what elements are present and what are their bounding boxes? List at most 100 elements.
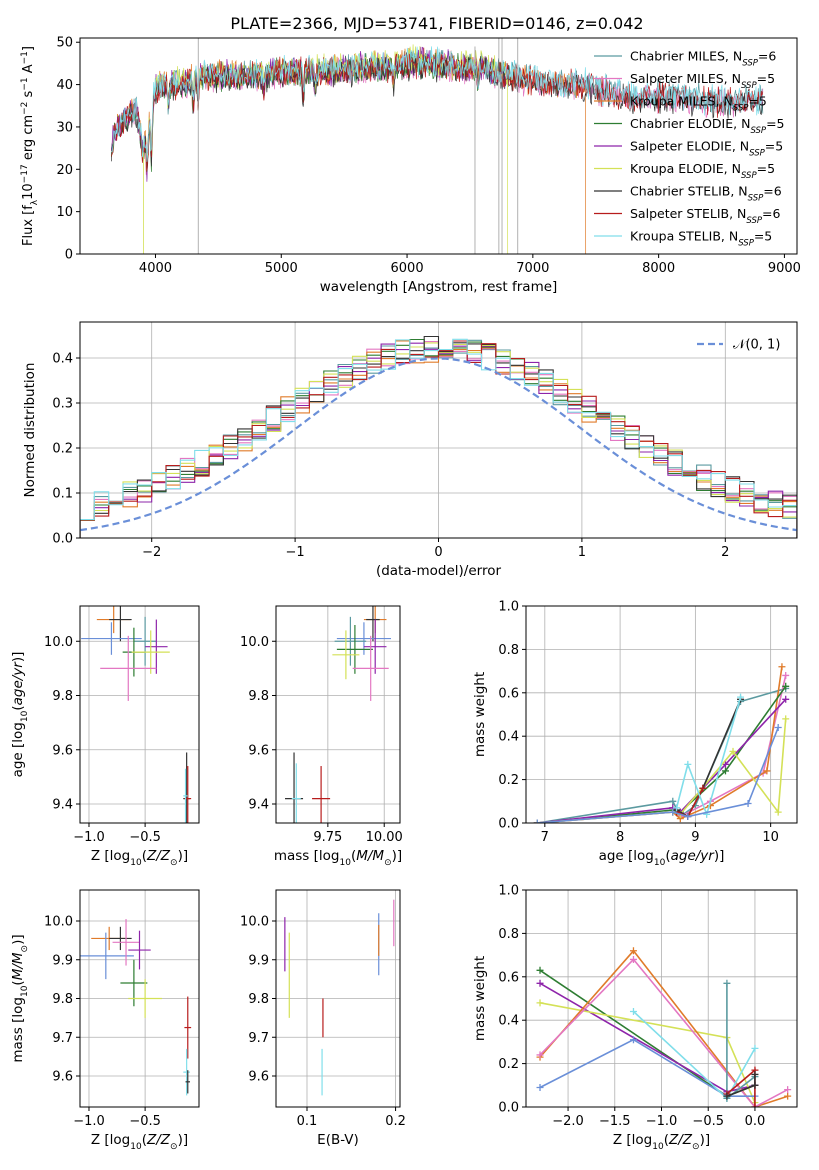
age_vs_Z-point — [145, 619, 168, 674]
spectrum-frame — [79, 37, 798, 255]
weight_vs_Z-marker — [784, 1086, 792, 1094]
spectrum-xtick-label: 4000 — [139, 261, 172, 276]
age_vs_mass-ytick-label: 9.6 — [248, 743, 269, 758]
weight_vs_Z-ytick-label: 0.6 — [498, 970, 519, 985]
weight_vs_age-marker — [774, 808, 782, 816]
mass_vs_EBV-ytick-label: 9.9 — [248, 953, 269, 968]
age_vs_mass-point — [363, 619, 387, 674]
spectrum-xtick-label: 9000 — [768, 261, 801, 276]
age_vs_mass-point — [352, 635, 389, 701]
mass_vs_Z-point — [80, 932, 134, 980]
mass_vs_Z-frame — [79, 889, 200, 1108]
normal-curve — [80, 357, 797, 532]
weight_vs_age-xtick-label: 10 — [762, 830, 779, 845]
weight_vs_Z-marker — [784, 1092, 792, 1100]
mass_vs_Z-ytick-label: 9.6 — [52, 1070, 73, 1085]
weight_vs_age-marker — [684, 760, 692, 768]
age_vs_Z-point — [100, 635, 157, 701]
weight_vs_Z-line — [539, 1038, 755, 1097]
residuals-frame — [79, 321, 798, 539]
age_vs_mass-panel: 9.75 10.00 9.4 9.6 9.8 10.0 mass [log10(M/M⊙)] — [240, 605, 403, 868]
weight_vs_Z-panel: −2.0 −1.5 −1.0 −0.5 0.0 0.0 0.2 0.4 0.6 0.8 1.0 Z [… — [472, 884, 798, 1152]
weight_vs_age-line — [675, 696, 742, 817]
residuals-xtick-label: −1 — [286, 545, 305, 560]
residuals-ytick-label: 0.0 — [52, 532, 73, 547]
weight_vs_Z-marker — [536, 999, 544, 1007]
spectrum-xtick-label: 7000 — [516, 261, 549, 276]
mass_vs_Z-point — [109, 926, 132, 951]
weight_vs_age-ylabel: mass weight — [472, 672, 488, 757]
weight_vs_age-marker — [744, 799, 752, 807]
age_vs_Z-ytick-label: 9.6 — [52, 743, 73, 758]
mass_vs_Z-point — [184, 996, 192, 1059]
mass_vs_Z-xtick-label: −0.5 — [129, 1114, 161, 1129]
residuals-panel: −2 −1 0 1 2 0.0 0.1 0.2 0.3 0.4 (data-model)/error… — [22, 321, 798, 579]
mass_vs_Z-point — [128, 930, 151, 970]
weight_vs_Z-line — [539, 949, 788, 1107]
weight_vs_age-marker — [669, 797, 677, 805]
mass_vs_EBV-ytick-label: 10.0 — [240, 915, 269, 930]
weight_vs_age-marker — [699, 784, 707, 792]
weight_vs_Z-ytick-label: 0.4 — [498, 1014, 519, 1029]
histogram-kroupa-stelib — [80, 338, 797, 538]
weight_vs_Z-marker — [751, 1044, 759, 1052]
figure-title: PLATE=2366, MJD=53741, FIBERID=0146, z=0… — [230, 14, 643, 33]
weight_vs_Z-marker — [536, 966, 544, 974]
weight_vs_Z-xtick-label: −1.5 — [599, 1114, 631, 1129]
residuals-xtick-label: 2 — [721, 545, 729, 560]
weight_vs_age-xlabel: age [log10(age/yr)] — [599, 848, 725, 868]
residuals-ytick-label: 0.1 — [52, 487, 73, 502]
weight_vs_age-ytick-label: 0.2 — [498, 773, 519, 788]
age_vs_mass-point — [312, 766, 331, 823]
weight_vs_age-xtick-label: 9 — [691, 830, 699, 845]
age_vs_Z-xlabel: Z [log10(Z/Z⊙)] — [91, 848, 188, 868]
mass_vs_Z-xlabel: Z [log10(Z/Z⊙)] — [91, 1132, 188, 1152]
age_vs_mass-point — [366, 606, 380, 642]
age_vs_mass-point — [334, 616, 367, 666]
weight_vs_age-marker — [684, 812, 692, 820]
spectrum-ytick-label: 20 — [56, 163, 73, 178]
mass_vs_Z-point — [183, 1048, 191, 1096]
spectrum-ytick-label: 40 — [56, 78, 73, 93]
weight_vs_Z-xtick-label: 0.0 — [745, 1114, 766, 1129]
weight_vs_age-panel: 7 8 9 10 0.0 0.2 0.4 0.6 0.8 1.0 age [log10(age/yr… — [472, 600, 798, 868]
weight_vs_age-marker — [721, 767, 729, 775]
weight_vs_Z-xtick-label: −0.5 — [692, 1114, 724, 1129]
age_vs_Z-ytick-label: 9.4 — [52, 798, 73, 813]
weight_vs_Z-ytick-label: 0.0 — [498, 1101, 519, 1116]
weight_vs_Z-ytick-label: 1.0 — [498, 884, 519, 899]
mass_vs_EBV-xtick-label: 0.2 — [385, 1114, 406, 1129]
weight_vs_age-xtick-label: 7 — [541, 830, 549, 845]
mass_vs_EBV-ytick-label: 9.7 — [248, 1031, 269, 1046]
weight_vs_Z-marker — [629, 955, 637, 963]
weight_vs_age-xtick-label: 8 — [616, 830, 624, 845]
weight_vs_age-line — [537, 687, 786, 823]
age_vs_Z-xtick-label: −1.0 — [73, 830, 105, 845]
spectrum-ytick-label: 50 — [56, 36, 73, 51]
age_vs_mass-xtick-label: 9.75 — [313, 830, 342, 845]
mass_vs_EBV-xlabel: E(B-V) — [317, 1132, 359, 1148]
spectrum-xtick-label: 6000 — [391, 261, 424, 276]
weight_vs_age-ytick-label: 0.0 — [498, 817, 519, 832]
mass_vs_Z-ylabel: mass [log10(M/M⊙)] — [10, 934, 30, 1062]
weight_vs_age-marker — [782, 671, 790, 679]
residuals-ytick-label: 0.3 — [52, 397, 73, 412]
weight_vs_Z-marker — [536, 1083, 544, 1091]
age_vs_mass-point — [336, 624, 373, 674]
weight_vs_age-marker — [778, 663, 786, 671]
age_vs_mass-point — [332, 630, 360, 680]
spectrum-xtick-label: 5000 — [265, 261, 298, 276]
mass_vs_Z-point — [185, 1070, 191, 1094]
mass_vs_Z-ytick-label: 9.7 — [52, 1031, 73, 1046]
mass_vs_Z-point — [128, 979, 162, 1018]
weight_vs_age-marker — [782, 695, 790, 703]
mass_vs_Z-xtick-label: −1.0 — [73, 1114, 105, 1129]
weight_vs_age-ytick-label: 0.4 — [498, 730, 519, 745]
mass_vs_EBV-xtick-label: 0.1 — [297, 1114, 318, 1129]
spectrum-ytick-label: 30 — [56, 120, 73, 135]
weight_vs_Z-marker — [751, 1070, 759, 1078]
weight_vs_Z-marker — [723, 979, 731, 987]
age_vs_mass-xlabel: mass [log10(M/M⊙)] — [274, 848, 402, 868]
weight_vs_Z-xtick-label: −2.0 — [552, 1114, 584, 1129]
weight_vs_Z-xlabel: Z [log10(Z/Z⊙)] — [613, 1132, 710, 1152]
